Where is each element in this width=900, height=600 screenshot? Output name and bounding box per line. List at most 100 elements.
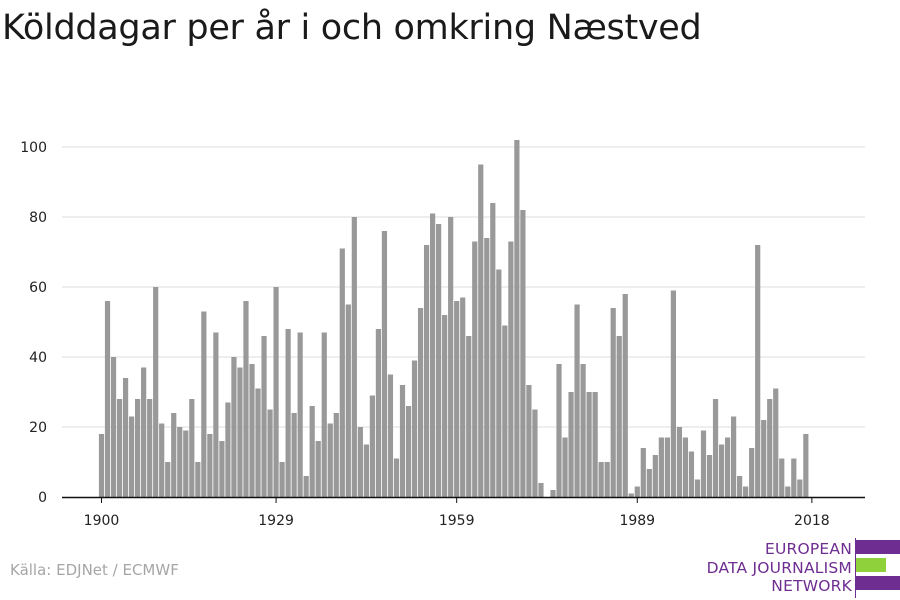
bar-2014	[785, 486, 791, 497]
bar-1919	[213, 332, 219, 497]
bar-1987	[622, 294, 628, 497]
bar-1951	[405, 406, 412, 497]
bar-1961	[466, 336, 472, 497]
bar-2007	[743, 486, 749, 497]
edjnet-logo: EUROPEAN DATA JOURNALISM NETWORK	[700, 538, 900, 598]
logo-line-data-journalism: DATA JOURNALISM	[706, 558, 852, 577]
chart-title: Kölddagar per år i och omkring Næstved	[2, 8, 702, 48]
bar-1953	[417, 308, 424, 497]
bar-2011	[767, 399, 773, 497]
bar-1906	[135, 399, 141, 497]
x-tick-label: 1989	[619, 513, 655, 529]
bar-1945	[369, 395, 375, 497]
bar-1922	[231, 357, 237, 497]
bar-2002	[712, 399, 719, 497]
y-tick-label: 100	[20, 140, 47, 156]
logo-bar-green	[856, 558, 886, 572]
bar-1971	[526, 385, 532, 497]
bar-1921	[225, 402, 231, 497]
axes	[62, 496, 865, 503]
bar-2016	[797, 479, 803, 497]
y-tick-label: 20	[29, 420, 47, 436]
bar-1939	[333, 413, 339, 497]
bar-1963	[478, 164, 484, 497]
bar-1924	[243, 301, 249, 497]
bar-1947	[381, 231, 388, 497]
bar-1993	[658, 437, 664, 497]
bar-1978	[568, 392, 574, 497]
bar-1943	[357, 427, 363, 497]
bar-1927	[261, 336, 267, 497]
logo-bar-purple-top	[856, 540, 900, 554]
bar-1916	[195, 462, 201, 497]
x-tick-label: 1959	[439, 513, 475, 529]
bar-1958	[448, 217, 454, 497]
bar-1996	[676, 427, 683, 497]
logo-divider	[855, 538, 856, 598]
logo-line-network: NETWORK	[771, 577, 852, 595]
bar-1918	[207, 434, 213, 497]
bar-1915	[189, 399, 195, 497]
bar-1938	[327, 423, 333, 497]
bars	[98, 140, 809, 497]
bar-2009	[755, 245, 761, 497]
bar-1981	[586, 392, 592, 497]
bar-1986	[616, 336, 622, 497]
bar-1941	[345, 304, 351, 497]
bar-1962	[472, 241, 478, 497]
bar-1913	[177, 427, 183, 497]
bar-1956	[436, 224, 442, 497]
logo-text: EUROPEAN DATA JOURNALISM NETWORK	[707, 540, 852, 596]
bar-1907	[141, 367, 147, 497]
bar-1975	[550, 490, 556, 497]
bar-1994	[664, 437, 670, 497]
bar-1985	[610, 308, 616, 497]
bar-1957	[442, 315, 448, 497]
bar-1964	[484, 238, 490, 497]
bar-1949	[393, 458, 400, 497]
bar-1914	[183, 430, 189, 497]
bar-1935	[309, 406, 315, 497]
bar-2008	[749, 448, 755, 497]
bar-1992	[652, 455, 658, 497]
y-tick-label: 60	[29, 280, 47, 296]
bar-1988	[628, 493, 634, 497]
bar-1900	[98, 434, 105, 497]
bar-1932	[291, 413, 297, 497]
bar-2001	[706, 455, 713, 497]
tick-labels: 0 20 40 60 80 100 1900 1929 1959 1989 2018	[20, 140, 829, 529]
logo-bar-purple-bottom	[856, 576, 900, 590]
bar-1901	[104, 301, 111, 497]
bar-1960	[460, 297, 466, 497]
bar-1970	[520, 210, 526, 497]
bar-1979	[574, 304, 580, 497]
bar-2013	[779, 458, 785, 497]
bar-1930	[279, 462, 285, 497]
bar-1920	[219, 441, 225, 497]
bar-1928	[267, 409, 273, 497]
bar-1995	[670, 290, 676, 497]
bar-1966	[496, 269, 502, 497]
bar-1931	[285, 329, 291, 497]
bar-2005	[731, 416, 737, 497]
bar-2006	[737, 476, 743, 497]
bar-1911	[165, 462, 171, 497]
y-tick-label: 80	[29, 210, 47, 226]
bar-1998	[688, 451, 695, 497]
bar-1967	[502, 325, 508, 497]
bar-1905	[129, 416, 135, 497]
bar-2000	[700, 430, 707, 497]
bar-1982	[592, 392, 598, 497]
bar-1976	[556, 364, 562, 497]
bar-1991	[646, 469, 652, 497]
bar-1925	[249, 364, 255, 497]
bar-1940	[339, 248, 345, 497]
bar-1972	[532, 409, 538, 497]
bar-1973	[538, 483, 544, 497]
bar-1936	[315, 441, 321, 497]
bar-1959	[454, 301, 460, 497]
bar-1942	[351, 217, 357, 497]
bar-1952	[411, 360, 418, 497]
bar-1929	[273, 287, 279, 497]
bar-1997	[682, 437, 689, 497]
